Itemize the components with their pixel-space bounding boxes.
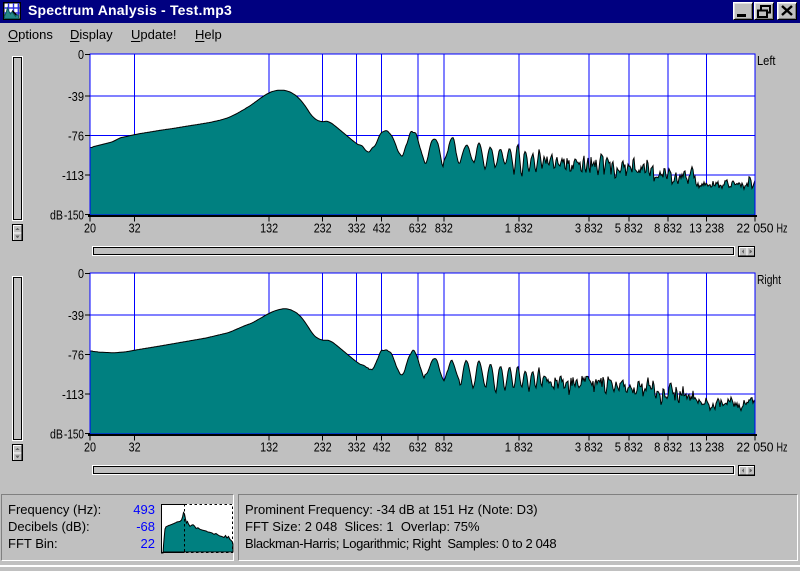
svg-text:13 238: 13 238 [689, 440, 724, 455]
svg-text:8 832: 8 832 [654, 440, 682, 455]
svg-text:Hz: Hz [777, 221, 788, 236]
svg-text:-39: -39 [68, 89, 84, 104]
svg-text:832: 832 [435, 221, 453, 236]
svg-text:dB: dB [50, 427, 63, 442]
svg-text:-76: -76 [68, 348, 84, 363]
svg-text:0: 0 [78, 266, 84, 281]
svg-text:Right: Right [757, 272, 781, 287]
svg-text:20: 20 [84, 440, 96, 455]
svg-text:5 832: 5 832 [615, 221, 643, 236]
svg-text:Left: Left [757, 53, 776, 68]
svg-text:-39: -39 [68, 308, 84, 323]
svg-text:8 832: 8 832 [654, 221, 682, 236]
svg-text:332: 332 [348, 221, 366, 236]
svg-text:-113: -113 [62, 387, 84, 402]
svg-text:-113: -113 [62, 168, 84, 183]
svg-text:232: 232 [314, 440, 332, 455]
svg-text:3 832: 3 832 [575, 221, 603, 236]
svg-text:5 832: 5 832 [615, 440, 643, 455]
svg-text:-150: -150 [64, 208, 84, 223]
svg-text:dB: dB [50, 208, 63, 223]
svg-text:1 832: 1 832 [505, 440, 533, 455]
svg-text:232: 232 [314, 221, 332, 236]
svg-text:1 832: 1 832 [505, 221, 533, 236]
svg-text:432: 432 [373, 440, 391, 455]
svg-text:132: 132 [260, 221, 278, 236]
svg-text:20: 20 [84, 221, 96, 236]
svg-text:-150: -150 [64, 427, 84, 442]
svg-text:332: 332 [348, 440, 366, 455]
svg-text:Hz: Hz [777, 440, 788, 455]
svg-text:-76: -76 [68, 129, 84, 144]
svg-text:32: 32 [129, 221, 141, 236]
svg-text:132: 132 [260, 440, 278, 455]
svg-text:22 050: 22 050 [737, 440, 774, 455]
svg-text:32: 32 [129, 440, 141, 455]
svg-text:632: 632 [409, 440, 427, 455]
svg-text:432: 432 [373, 221, 391, 236]
svg-text:632: 632 [409, 221, 427, 236]
svg-text:0: 0 [78, 47, 84, 62]
svg-text:832: 832 [435, 440, 453, 455]
svg-text:22 050: 22 050 [737, 221, 774, 236]
svg-text:13 238: 13 238 [689, 221, 724, 236]
svg-text:3 832: 3 832 [575, 440, 603, 455]
